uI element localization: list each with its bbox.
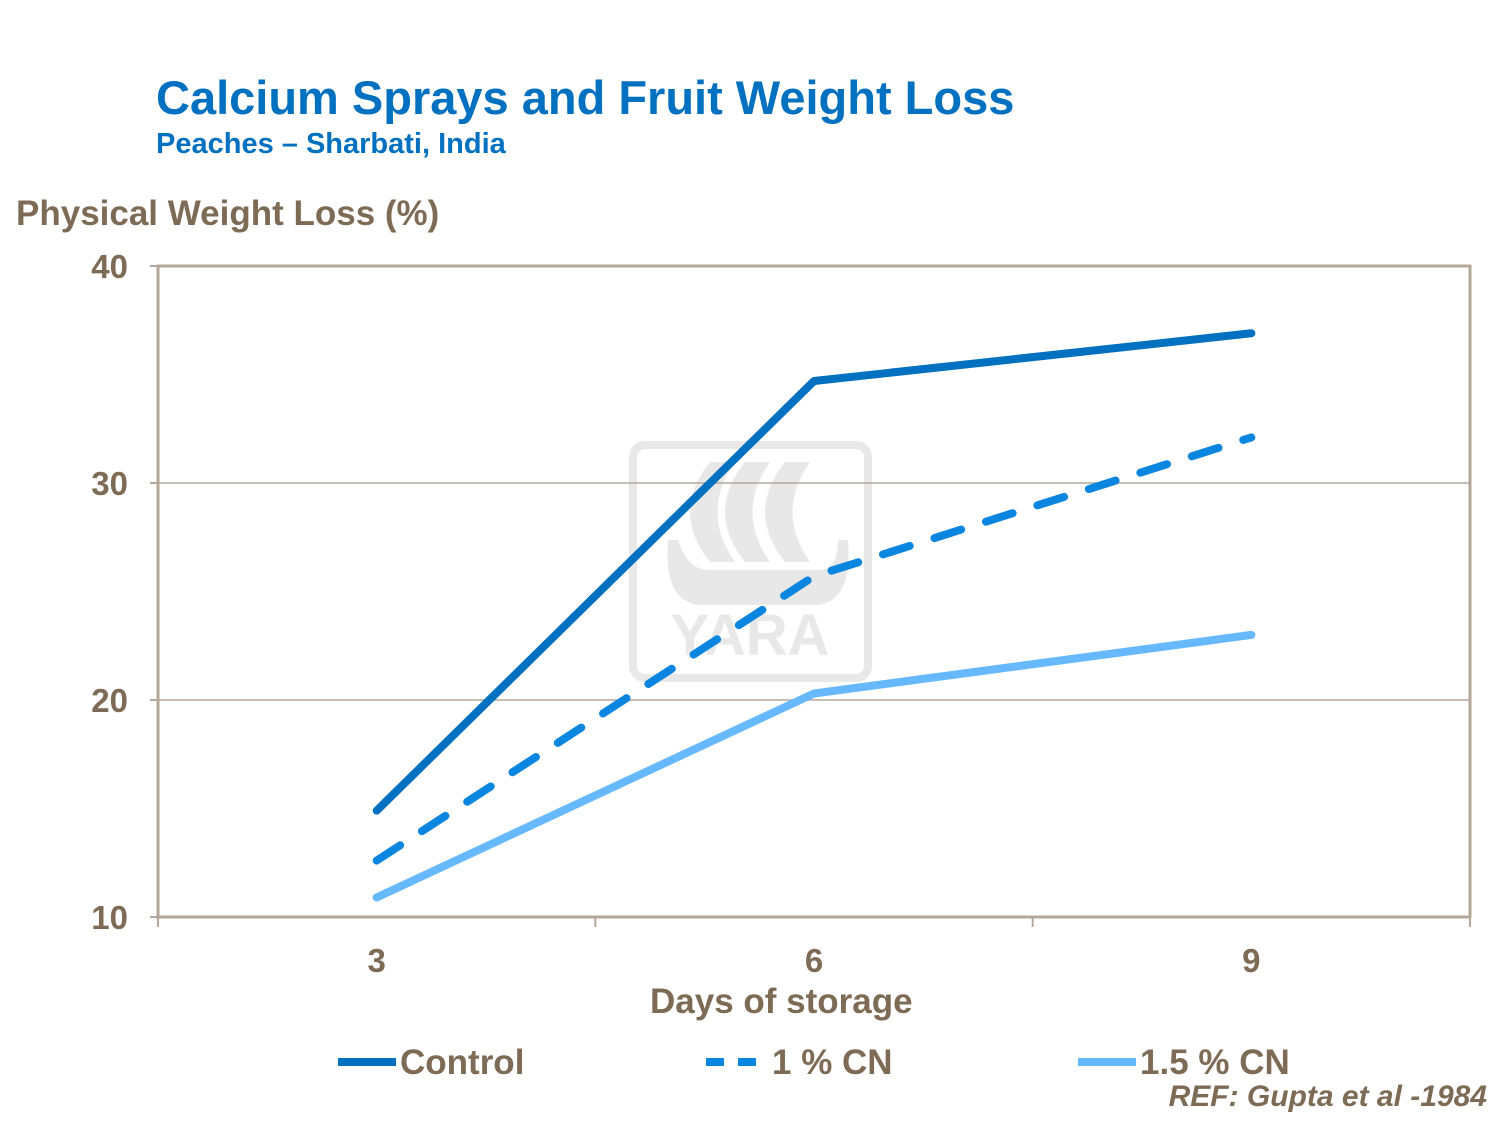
y-tick-label: 30 (91, 465, 128, 502)
legend-label: 1.5 % CN (1140, 1043, 1290, 1082)
x-tick-label: 9 (1242, 942, 1260, 979)
y-tick-label: 20 (91, 682, 128, 719)
legend-label: 1 % CN (772, 1043, 893, 1082)
y-tick-label: 10 (91, 899, 128, 936)
legend-label: Control (400, 1043, 524, 1082)
plot-frame (156, 264, 1472, 919)
x-tick-label: 3 (367, 942, 385, 979)
chart-subtitle: Peaches – Sharbati, India (156, 128, 506, 160)
x-tick-label: 6 (805, 942, 823, 979)
chart-title: Calcium Sprays and Fruit Weight Loss (156, 71, 1015, 124)
reference-note: REF: Gupta et al -1984 (1168, 1080, 1487, 1113)
x-axis-label: Days of storage (650, 982, 913, 1021)
series-line-1 (372, 433, 1256, 865)
y-axis-label: Physical Weight Loss (%) (16, 194, 440, 233)
yara-logo-watermark: YARA (629, 441, 872, 682)
y-tick-label: 40 (91, 248, 128, 285)
